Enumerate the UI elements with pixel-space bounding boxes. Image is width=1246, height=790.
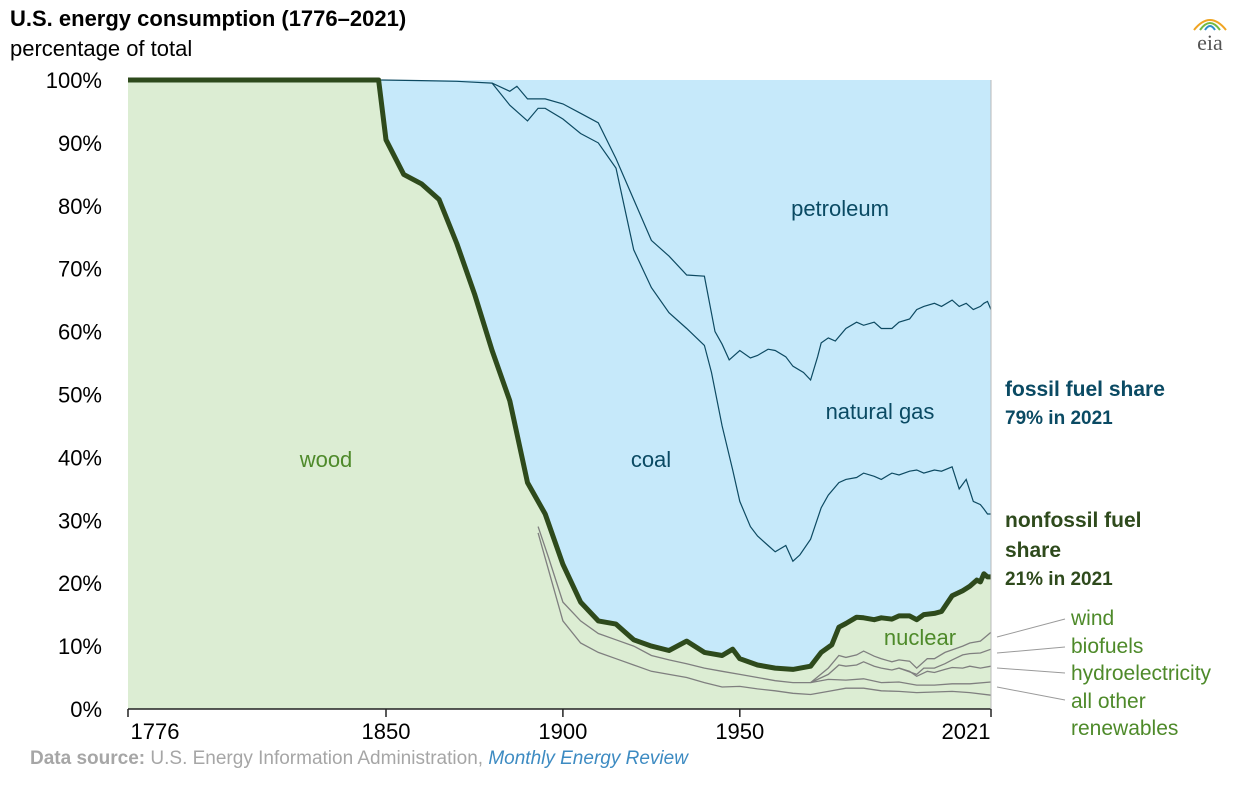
renewable-leader-line xyxy=(996,618,1066,638)
x-tick-label: 1900 xyxy=(538,719,587,744)
x-tick-label: 1950 xyxy=(715,719,764,744)
chart-subtitle: percentage of total xyxy=(10,36,193,61)
renewable-leader-line xyxy=(996,686,1066,701)
renewable-leader-line xyxy=(996,667,1066,674)
area-label-petroleum: petroleum xyxy=(791,196,889,221)
nonfossil-share-line xyxy=(128,77,991,672)
y-tick-label: 0% xyxy=(70,697,102,722)
renewable-label: wind xyxy=(1070,607,1114,630)
nonfossil-share-title-line2: share xyxy=(1005,539,1061,562)
chart-axes xyxy=(128,80,992,710)
y-tick-label: 30% xyxy=(58,508,102,533)
fossil-share-value: 79% in 2021 xyxy=(1005,408,1113,429)
y-tick-label: 50% xyxy=(58,383,102,408)
area-label-wood: wood xyxy=(299,447,353,472)
area-label-natural-gas: natural gas xyxy=(826,399,935,424)
y-tick-label: 60% xyxy=(58,320,102,345)
eia-logo: eia xyxy=(1193,19,1227,54)
source-text: U.S. Energy Information Administration, xyxy=(150,748,484,769)
nonfossil-share-title-line1: nonfossil fuel xyxy=(1005,509,1142,532)
x-tick-label: 1776 xyxy=(131,719,180,744)
logo-text: eia xyxy=(1197,30,1223,54)
renewable-label: biofuels xyxy=(1071,635,1143,658)
y-tick-label: 100% xyxy=(46,68,102,93)
area-labels: petroleum natural gas coal wood nuclear xyxy=(299,196,956,650)
area-label-nuclear: nuclear xyxy=(884,625,956,650)
renewable-labels: wind biofuels hydroelectricity all other ren… xyxy=(996,607,1212,740)
y-tick-label: 20% xyxy=(58,571,102,596)
x-axis-ticks: 1776 1850 1900 1950 2021 xyxy=(127,709,992,744)
chart-areas xyxy=(128,80,991,709)
chart-title: U.S. energy consumption (1776–2021) xyxy=(10,6,407,31)
fossil-share-title: fossil fuel share xyxy=(1005,378,1165,401)
x-tick-label: 1850 xyxy=(362,719,411,744)
y-tick-label: 90% xyxy=(58,131,102,156)
share-callouts: fossil fuel share 79% in 2021 nonfossil … xyxy=(1005,378,1165,590)
x-tick-label: 2021 xyxy=(942,719,991,744)
renewable-label: hydroelectricity xyxy=(1071,662,1212,685)
source-publication-link[interactable]: Monthly Energy Review xyxy=(488,748,688,769)
hydroelectricity-line xyxy=(537,526,992,686)
data-source-note: Data source: U.S. Energy Information Adm… xyxy=(30,748,688,770)
y-tick-label: 40% xyxy=(58,445,102,470)
source-label: Data source: xyxy=(30,748,146,769)
y-tick-label: 70% xyxy=(58,257,102,282)
logo-sunburst-icon xyxy=(1193,19,1227,31)
wind-line xyxy=(898,648,992,676)
nuclear-top-line xyxy=(810,631,992,684)
nonfossil-share-value: 21% in 2021 xyxy=(1005,569,1113,590)
y-tick-label: 80% xyxy=(58,194,102,219)
area-label-coal: coal xyxy=(631,447,671,472)
renewable-label: renewables xyxy=(1071,717,1178,740)
y-tick-label: 10% xyxy=(58,634,102,659)
all-other-renewables-line xyxy=(537,532,992,696)
renewable-label: all other xyxy=(1071,690,1146,713)
coal-petroleum-boundary-line xyxy=(378,79,992,382)
natural-gas-boundary-line xyxy=(491,82,991,563)
nonfossil-fuel-area xyxy=(128,80,991,709)
series-lines xyxy=(128,77,992,696)
renewable-leader-line xyxy=(996,646,1066,654)
y-axis-ticks: 0% 10% 20% 30% 40% 50% 60% 70% 80% 90% 100% xyxy=(46,68,102,722)
